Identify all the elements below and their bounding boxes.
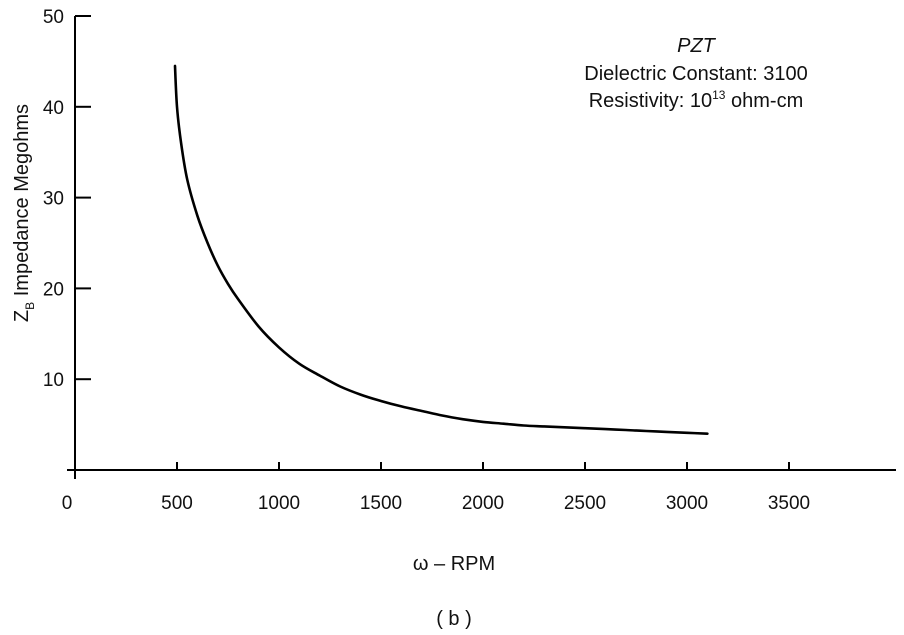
x-tick-label: 500 <box>161 493 193 514</box>
y-tick-label: 50 <box>43 7 64 28</box>
x-tick-label: 1000 <box>258 493 300 514</box>
data-line <box>173 64 709 435</box>
y-tick-label: 30 <box>43 189 64 210</box>
resistivity-suffix: ohm-cm <box>725 90 803 112</box>
y-axis-title-rest: Impedance Megohms <box>11 104 33 302</box>
resistivity-prefix: Resistivity: 10 <box>589 90 712 112</box>
y-axis-title-subscript: B <box>23 302 37 310</box>
annotation-material: PZT <box>677 35 717 57</box>
annotation-dielectric: Dielectric Constant: 3100 <box>584 63 807 85</box>
axes <box>67 16 896 479</box>
y-tick-label: 40 <box>43 98 64 119</box>
resistivity-exponent: 13 <box>712 88 726 102</box>
x-tick-label: 1500 <box>360 493 402 514</box>
x-tick-label: 0 <box>62 493 73 514</box>
figure-caption: ( b ) <box>436 608 472 630</box>
y-ticks: 10 20 30 40 50 <box>43 7 91 391</box>
y-tick-label: 10 <box>43 370 64 391</box>
x-ticks: 0 500 1000 1500 2000 2500 3000 3500 <box>62 462 810 514</box>
x-axis-title: ω – RPM <box>413 553 495 575</box>
y-tick-label: 20 <box>43 279 64 300</box>
x-tick-label: 2500 <box>564 493 606 514</box>
x-tick-label: 2000 <box>462 493 504 514</box>
x-tick-label: 3000 <box>666 493 708 514</box>
x-tick-label: 3500 <box>768 493 810 514</box>
y-axis-title: ZB Impedance Megohms <box>11 104 37 322</box>
y-axis-title-main: Z <box>11 310 33 322</box>
annotation-resistivity: Resistivity: 1013 ohm-cm <box>589 88 804 112</box>
